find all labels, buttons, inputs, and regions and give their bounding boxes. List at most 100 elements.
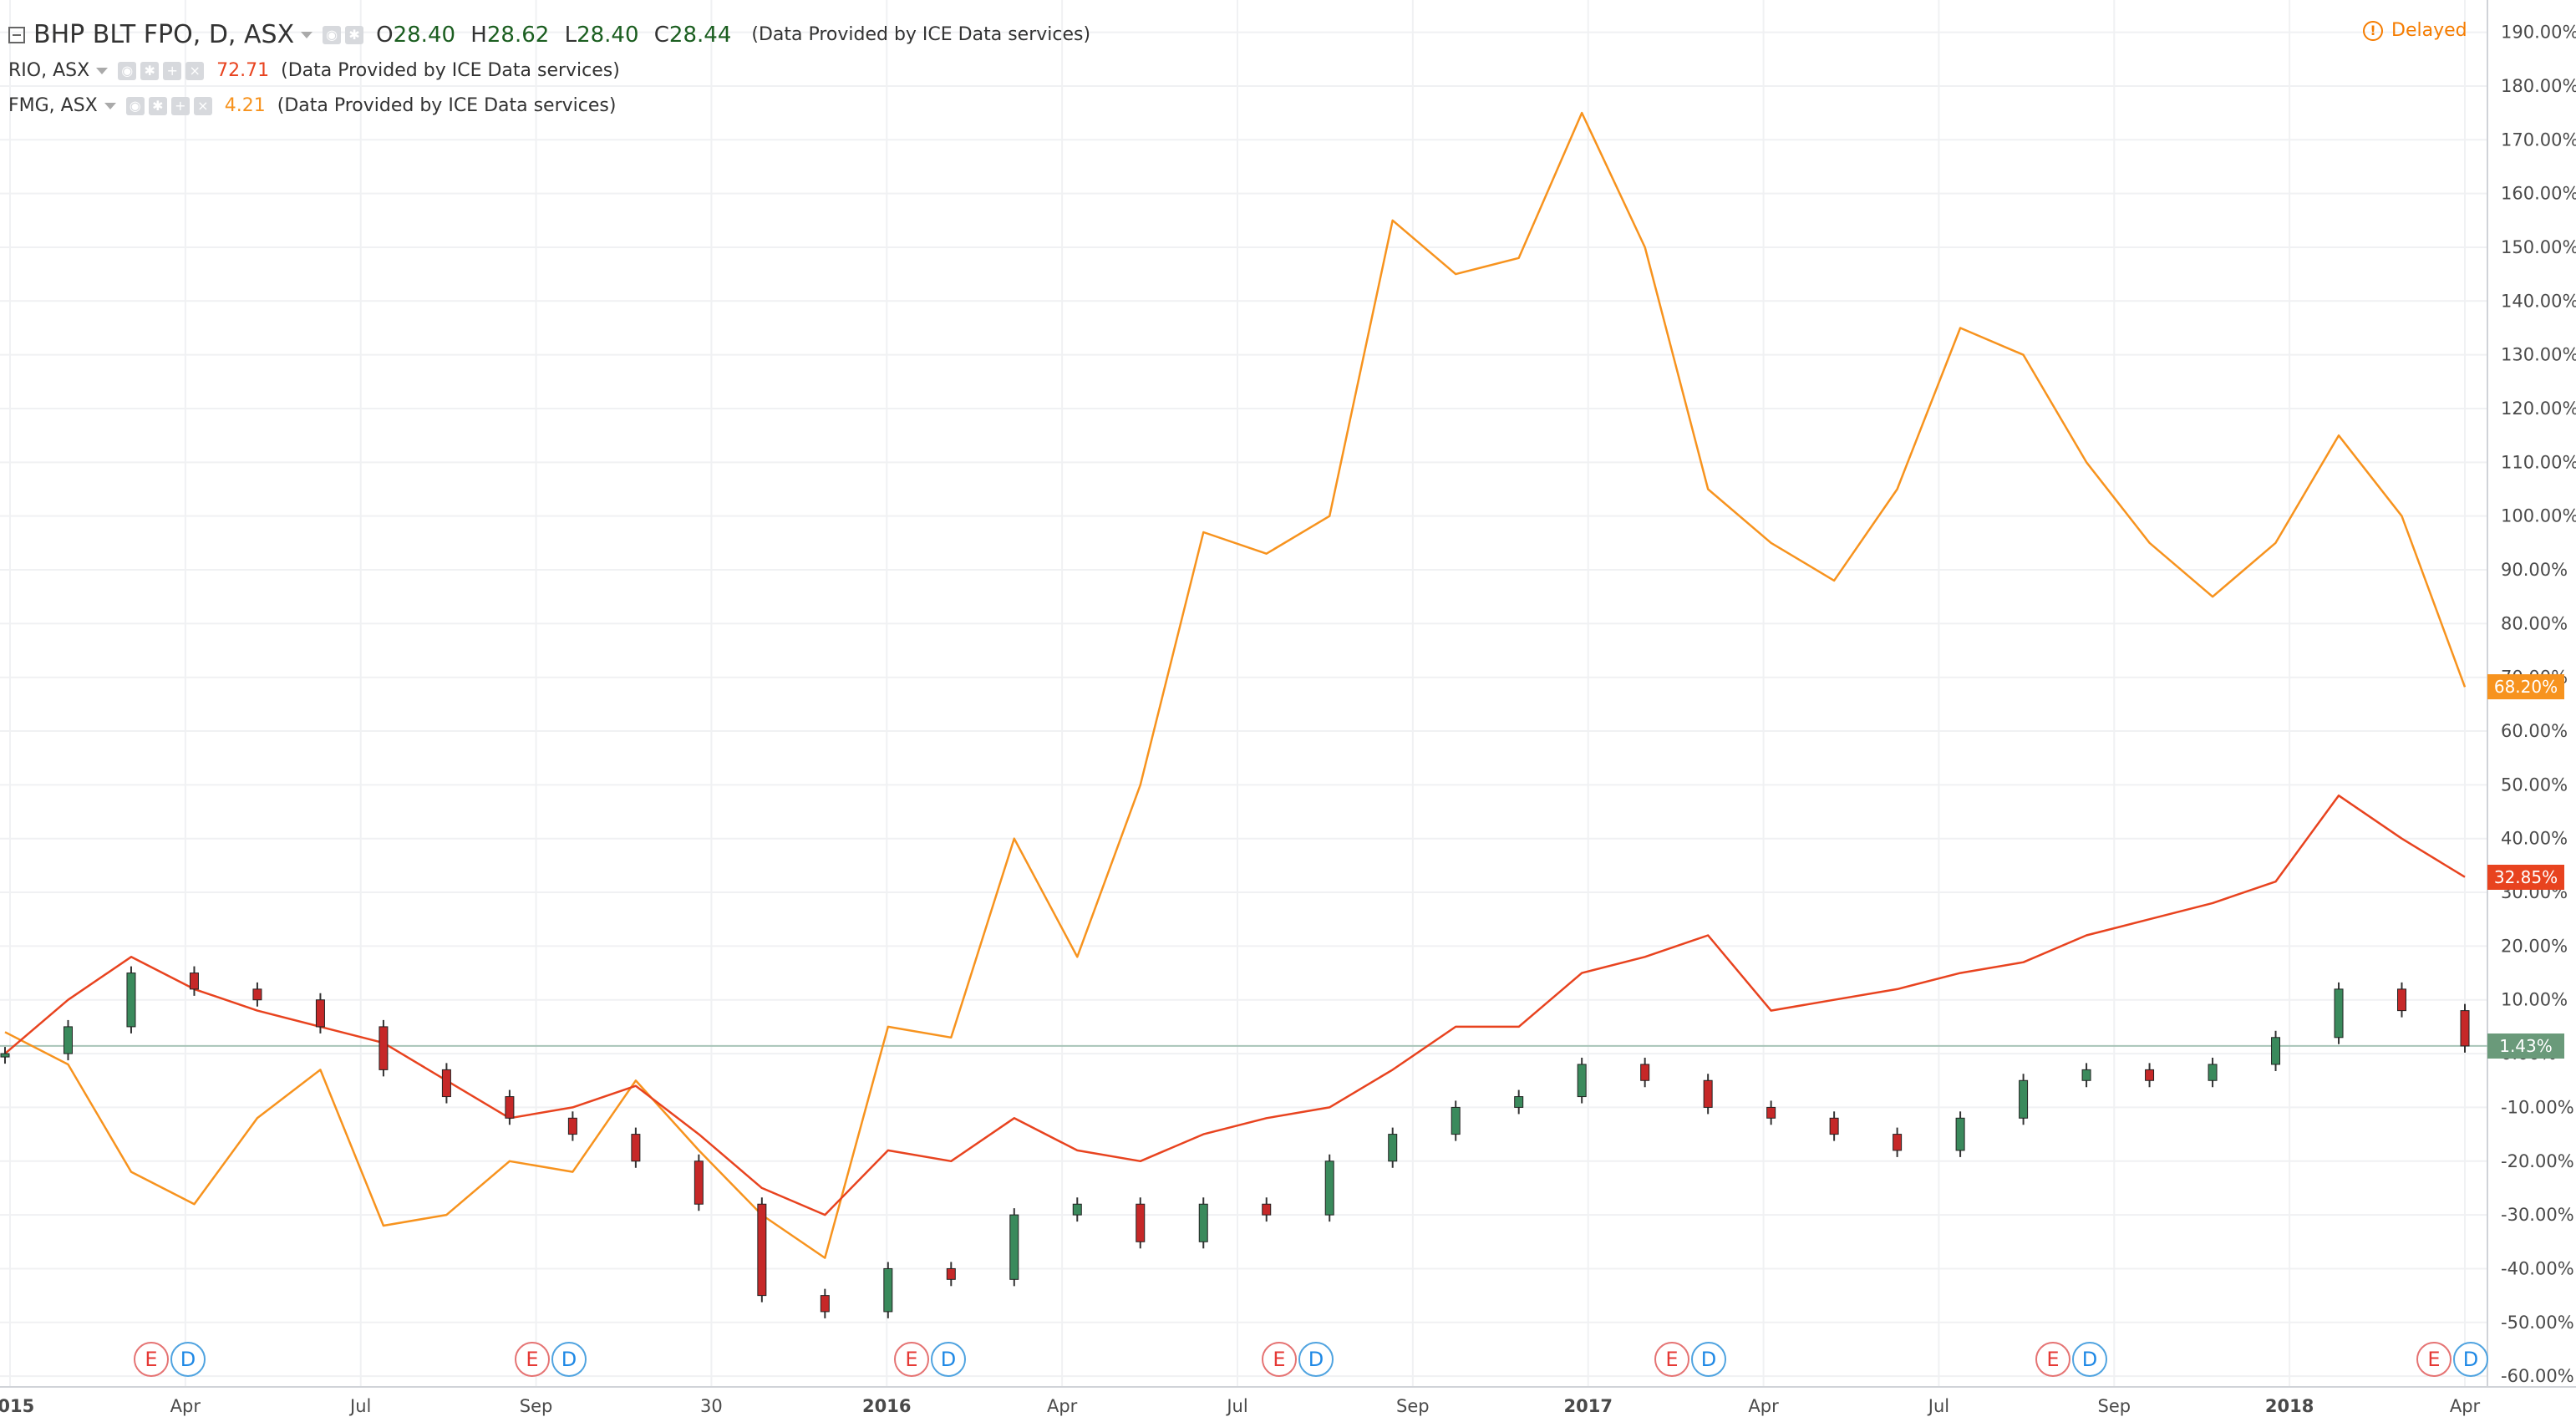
legend-main-row[interactable]: BHP BLT FPO, D, ASX ◉ ✱ O28.40 H28.62 L2…	[8, 20, 1090, 49]
candle[interactable]	[883, 1262, 893, 1318]
dividend-marker[interactable]: D	[2453, 1342, 2488, 1377]
open-key: O	[376, 22, 394, 48]
candle[interactable]	[379, 1019, 389, 1077]
candle[interactable]	[2397, 982, 2407, 1018]
candle[interactable]	[1640, 1057, 1650, 1088]
eye-icon[interactable]: ◉	[118, 61, 137, 80]
dividend-marker[interactable]: D	[2072, 1342, 2107, 1377]
candle[interactable]	[1451, 1100, 1461, 1141]
y-tick-label: -30.00%	[2501, 1205, 2574, 1225]
y-tick-label: 40.00%	[2501, 829, 2568, 849]
candle[interactable]	[946, 1262, 956, 1287]
candle[interactable]	[2460, 1003, 2470, 1053]
candle[interactable]	[1198, 1197, 1208, 1249]
candle[interactable]	[694, 1154, 704, 1211]
y-tick-label: 160.00%	[2501, 184, 2576, 204]
candle[interactable]	[2334, 982, 2344, 1044]
candle[interactable]	[1009, 1208, 1019, 1287]
candle[interactable]	[820, 1288, 830, 1318]
warning-icon: !	[2363, 20, 2383, 41]
y-tick-label: 50.00%	[2501, 774, 2568, 795]
candle[interactable]	[2208, 1057, 2218, 1088]
x-tick-label: Apr	[1047, 1396, 1078, 1416]
eye-icon[interactable]: ◉	[323, 25, 342, 44]
earnings-marker[interactable]: E	[1262, 1342, 1297, 1377]
candle[interactable]	[126, 966, 136, 1033]
candle[interactable]	[505, 1089, 515, 1125]
series-line-rio[interactable]	[4, 794, 2466, 1216]
compare-symbol-name[interactable]: FMG, ASX	[8, 95, 98, 116]
plus-icon[interactable]: +	[170, 96, 190, 115]
close-icon[interactable]: ×	[185, 61, 205, 80]
y-tick-label: 140.00%	[2501, 291, 2576, 311]
candle[interactable]	[315, 993, 325, 1033]
candle[interactable]	[63, 1019, 73, 1061]
chevron-down-icon[interactable]	[96, 67, 109, 74]
y-tick-label: 190.00%	[2501, 23, 2576, 43]
delayed-status[interactable]: ! Delayed	[2363, 20, 2467, 41]
dividend-marker[interactable]: D	[170, 1342, 206, 1377]
main-symbol-name[interactable]: BHP BLT FPO, D, ASX	[33, 20, 295, 49]
candle[interactable]	[1514, 1089, 1524, 1115]
dividend-marker[interactable]: D	[931, 1342, 966, 1377]
x-tick-label: 30	[700, 1396, 723, 1416]
compare-symbol-name[interactable]: RIO, ASX	[8, 60, 90, 81]
candle[interactable]	[2145, 1063, 2155, 1088]
x-tick-label: Sep	[1396, 1396, 1430, 1416]
candle[interactable]	[2081, 1063, 2091, 1088]
candle[interactable]	[631, 1127, 641, 1168]
candle[interactable]	[1072, 1197, 1082, 1222]
earnings-marker[interactable]: E	[2416, 1342, 2452, 1377]
y-tick-label: -10.00%	[2501, 1097, 2574, 1117]
candle[interactable]	[1262, 1197, 1272, 1222]
dividend-marker[interactable]: D	[1298, 1342, 1334, 1377]
legend-compare-row-fmg[interactable]: FMG, ASX ◉ ✱ + × 4.21 (Data Provided by …	[8, 95, 616, 116]
earnings-marker[interactable]: E	[515, 1342, 550, 1377]
earnings-marker[interactable]: E	[134, 1342, 169, 1377]
x-tick-label: Jul	[348, 1396, 371, 1416]
candle[interactable]	[567, 1111, 577, 1141]
candle[interactable]	[2271, 1030, 2281, 1071]
dividend-marker[interactable]: D	[1691, 1342, 1726, 1377]
candle[interactable]	[1829, 1111, 1839, 1141]
gear-icon[interactable]: ✱	[140, 61, 160, 80]
chevron-down-icon[interactable]	[301, 31, 313, 38]
dividend-marker[interactable]: D	[551, 1342, 587, 1377]
candle[interactable]	[441, 1063, 451, 1104]
candle[interactable]	[1955, 1111, 1965, 1157]
y-tick-label: -40.00%	[2501, 1258, 2574, 1278]
series-line-fmg[interactable]	[4, 111, 2467, 1259]
chevron-down-icon[interactable]	[104, 102, 116, 109]
candle[interactable]	[1893, 1127, 1903, 1157]
candle[interactable]	[1577, 1057, 1587, 1104]
earnings-marker[interactable]: E	[894, 1342, 929, 1377]
x-tick-label: Apr	[1748, 1396, 1779, 1416]
earnings-marker[interactable]: E	[1654, 1342, 1689, 1377]
candle[interactable]	[189, 966, 199, 996]
candle[interactable]	[757, 1197, 767, 1303]
y-tick-label: 170.00%	[2501, 130, 2576, 150]
compare-provider-text: (Data Provided by ICE Data services)	[281, 60, 620, 81]
low-key: L	[564, 22, 577, 48]
plus-icon[interactable]: +	[163, 61, 182, 80]
candle[interactable]	[1388, 1127, 1398, 1168]
eye-icon[interactable]: ◉	[125, 96, 145, 115]
collapse-icon[interactable]	[8, 26, 25, 43]
y-tick-label: 150.00%	[2501, 237, 2576, 257]
close-icon[interactable]: ×	[193, 96, 212, 115]
gear-icon[interactable]: ✱	[345, 25, 364, 44]
candle[interactable]	[1324, 1154, 1334, 1222]
legend-compare-row-rio[interactable]: RIO, ASX ◉ ✱ + × 72.71 (Data Provided by…	[8, 60, 620, 81]
earnings-marker[interactable]: E	[2035, 1342, 2070, 1377]
candle[interactable]	[0, 1047, 10, 1064]
candle[interactable]	[1703, 1074, 1713, 1115]
delayed-label: Delayed	[2391, 20, 2467, 41]
candle[interactable]	[2019, 1074, 2029, 1125]
candle[interactable]	[1136, 1197, 1146, 1249]
gear-icon[interactable]: ✱	[148, 96, 167, 115]
candle[interactable]	[1766, 1100, 1776, 1125]
candle[interactable]	[252, 982, 262, 1007]
x-tick-label: Apr	[170, 1396, 201, 1416]
